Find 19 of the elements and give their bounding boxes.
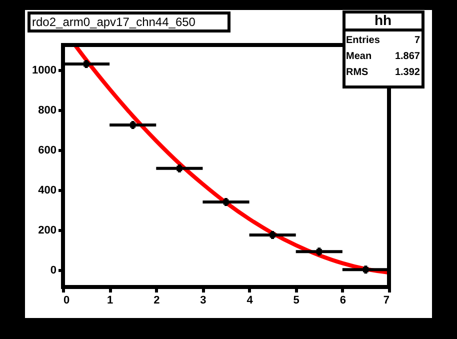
x-tick-label: 1 <box>107 294 114 306</box>
x-tick-label: 2 <box>154 294 160 306</box>
x-tick-label: 3 <box>200 294 206 306</box>
y-tick-label: 1000 <box>32 64 56 76</box>
x-tick-label: 0 <box>64 294 70 306</box>
x-tick-label: 6 <box>340 294 346 306</box>
x-tick-label: 4 <box>246 294 254 306</box>
y-tick-label: 400 <box>38 184 56 196</box>
text: Entries 7 <box>346 35 420 46</box>
text: RMS 1.392 <box>346 67 420 78</box>
y-tick-label: 800 <box>38 104 56 116</box>
y-tick-label: 600 <box>38 144 56 156</box>
y-tick-label: 0 <box>50 264 56 276</box>
y-tick-label: 200 <box>38 224 56 236</box>
text: Mean 1.867 <box>346 51 420 62</box>
text: hh <box>374 12 392 28</box>
x-tick-label: 7 <box>383 294 390 306</box>
x-tick-label: 5 <box>293 294 300 306</box>
chart-title: rdo2_arm0_apv17_chn44_650 <box>32 15 196 29</box>
